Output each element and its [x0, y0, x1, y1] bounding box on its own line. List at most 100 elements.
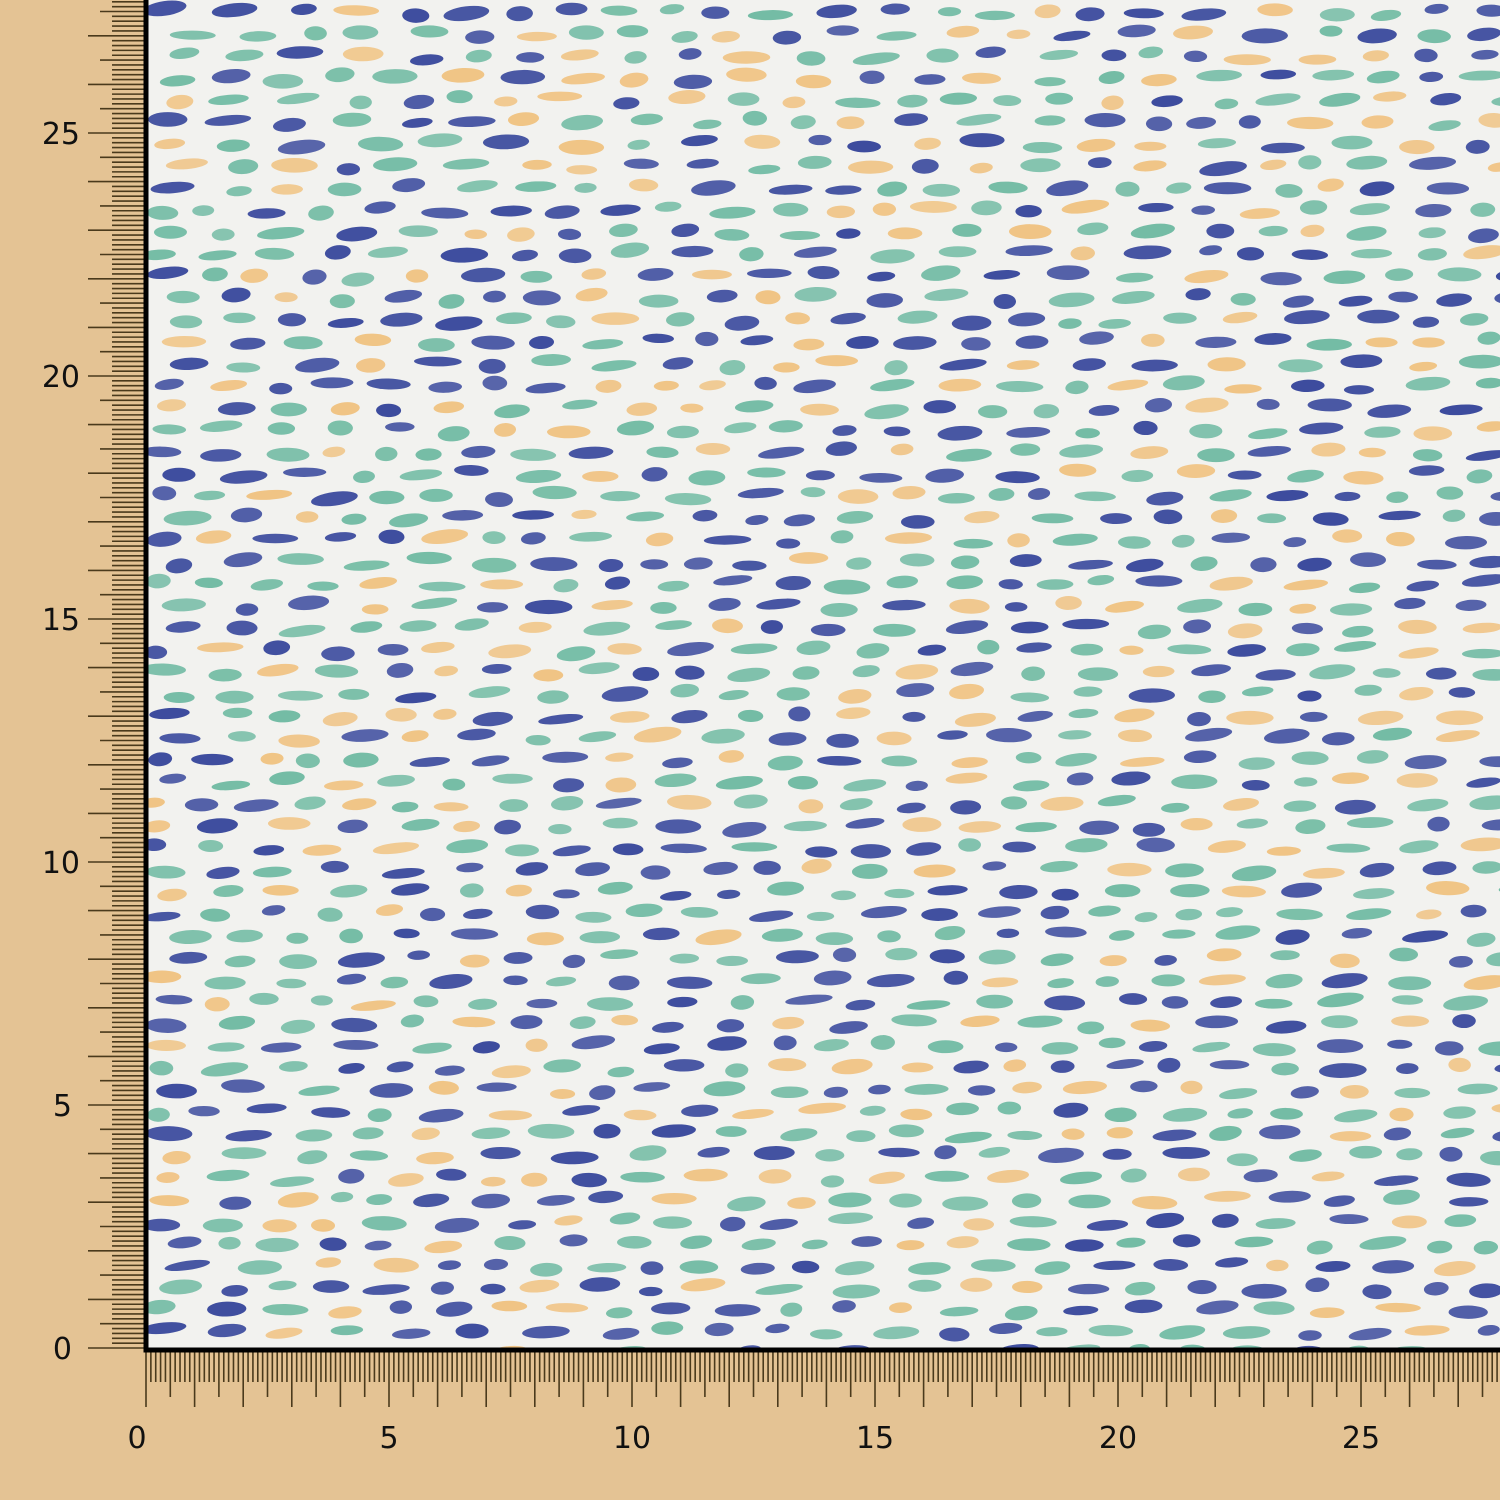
fabric-dash [1466, 777, 1500, 788]
fabric-dash [1359, 181, 1395, 197]
fabric-dash [961, 337, 991, 351]
fabric-dash [611, 1014, 639, 1026]
fabric-dash [448, 116, 496, 128]
fabric-dash [983, 270, 1021, 280]
fabric-dash [1053, 30, 1091, 42]
fabric-dash [925, 468, 964, 483]
fabric-dash [1101, 49, 1127, 62]
fabric-dash [495, 312, 532, 325]
fabric-dash [870, 378, 915, 392]
fabric-dash [1437, 267, 1482, 282]
fabric-dash [1101, 95, 1124, 111]
fabric-dash [260, 1042, 302, 1053]
fabric-dash [419, 907, 446, 922]
fabric-dash [1012, 1081, 1042, 1094]
fabric-dash [1383, 1127, 1412, 1141]
fabric-dash [464, 229, 488, 240]
fabric-dash [1291, 751, 1329, 765]
fabric-dash [1027, 488, 1051, 500]
fabric-dash [435, 316, 483, 331]
fabric-dash [1386, 491, 1409, 503]
fabric-dash [664, 493, 712, 506]
fabric-dash [1040, 860, 1078, 873]
fabric-dash [787, 1197, 816, 1209]
fabric-dash [939, 92, 978, 105]
fabric-dash [642, 333, 674, 344]
fabric-dash [908, 1262, 951, 1275]
fabric-dash [1466, 932, 1496, 947]
fabric-dash [418, 581, 466, 592]
fabric-dash [653, 380, 679, 391]
fabric-dash [163, 691, 195, 703]
fabric-dash [442, 778, 466, 791]
fabric-dash [1442, 509, 1466, 522]
fabric-dash [261, 905, 286, 916]
fabric-dash [795, 74, 832, 89]
fabric-dash [375, 904, 404, 916]
fabric-dash [550, 1151, 599, 1165]
fabric-dash [468, 686, 511, 698]
fabric-dash [433, 802, 469, 812]
fabric-dash [1297, 557, 1332, 572]
fabric-dash [719, 360, 746, 376]
fabric-dash [272, 117, 306, 132]
fabric-dash [510, 1015, 543, 1030]
fabric-dash [608, 975, 640, 991]
fabric-dash [537, 690, 569, 704]
fabric-dash [660, 843, 707, 854]
fabric-dash [780, 1128, 818, 1142]
fabric-dash [1065, 838, 1108, 853]
fabric-dash [609, 711, 650, 723]
fabric-dash [460, 883, 484, 898]
fabric-dash [1426, 182, 1470, 195]
fabric-dash [680, 906, 719, 918]
fabric-dash [975, 46, 1006, 58]
fabric-dash [338, 688, 370, 700]
fabric-dash [221, 1147, 267, 1160]
fabric-dash [386, 662, 414, 678]
fabric-dash [526, 932, 564, 946]
fabric-dash [472, 1041, 500, 1054]
fabric-dash [742, 110, 768, 126]
fabric-dash [536, 1194, 575, 1206]
fabric-dash [493, 423, 517, 437]
fabric-dash [226, 929, 263, 943]
fabric-dash [1346, 155, 1388, 170]
fabric-dash [169, 47, 200, 59]
fabric-dash [994, 1042, 1018, 1053]
fabric-dash [620, 1171, 665, 1183]
fabric-dash [1036, 579, 1074, 590]
fabric-dash [707, 1036, 747, 1051]
fabric-dash [1389, 1107, 1414, 1122]
fabric-dash [520, 532, 546, 545]
fabric-dash [609, 1212, 641, 1225]
fabric-dash [288, 595, 330, 611]
fabric-dash [1187, 1280, 1217, 1295]
fabric-dash [813, 970, 852, 986]
fabric-dash [732, 1108, 774, 1120]
fabric-dash [1075, 7, 1105, 22]
fabric-dash [532, 485, 577, 500]
fabric-dash [465, 30, 495, 44]
fabric-dash [1302, 867, 1345, 879]
fabric-dash [633, 726, 682, 743]
fabric-dash [1011, 1193, 1042, 1209]
fabric-dash [810, 623, 846, 637]
fabric-dash [663, 1059, 705, 1072]
fabric-dash [457, 728, 496, 741]
fabric-dash [262, 1219, 297, 1233]
fabric-dash [167, 1236, 202, 1249]
fabric-dash [333, 5, 380, 16]
fabric-dash [1183, 750, 1217, 764]
fabric-dash [868, 1171, 905, 1185]
fabric-dash [914, 137, 941, 150]
fabric-dash [823, 579, 871, 595]
fabric-dash [731, 842, 778, 852]
fabric-dash [1439, 1146, 1463, 1162]
fabric-dash [722, 51, 771, 64]
fabric-dash [1357, 710, 1404, 726]
fabric-dash [859, 70, 885, 85]
fabric-dash [846, 1130, 876, 1143]
fabric-dash [460, 267, 506, 283]
fabric-dash [1298, 54, 1337, 65]
